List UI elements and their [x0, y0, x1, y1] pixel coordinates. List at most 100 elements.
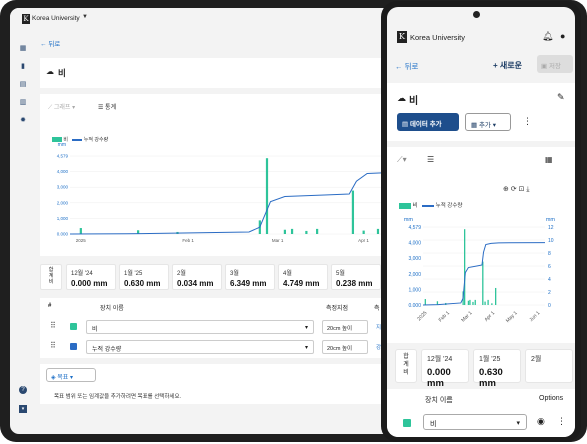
- device-select[interactable]: 누적 강수량 ▾: [86, 340, 314, 354]
- phone-x-tick: Feb 1: [438, 310, 451, 323]
- phone-stat-month: 2월: [531, 356, 542, 363]
- top-bar: K Korea University ▼: [10, 8, 440, 30]
- add-data-label: 데이터 추가: [409, 121, 442, 128]
- phone-x-tick: Jun 1: [528, 310, 541, 323]
- camera-dot: [473, 11, 480, 18]
- phone-bar-mark: [467, 300, 470, 305]
- drag-handle-icon[interactable]: ⠿: [50, 321, 56, 330]
- document-icon[interactable]: ▤: [19, 81, 27, 88]
- phone-device-select-value: 비: [430, 421, 437, 428]
- device-select-value: 비: [92, 327, 98, 333]
- dashboard-icon[interactable]: ▦: [19, 45, 27, 52]
- save-button[interactable]: ▣ 저장: [537, 55, 573, 73]
- bar-mark: [305, 230, 308, 234]
- chart-legend: 비 누적 강수량: [52, 136, 108, 143]
- graph-label: 그래프: [53, 105, 71, 111]
- phone-frame: K Korea University 🔔︎ ● ← 뒤로 + 새로운 ▣ 저장 …: [381, 1, 581, 442]
- sidebar: ▦ ▮ ▤ ▥ ✹ ? ▾: [10, 30, 36, 434]
- visibility-eye-icon[interactable]: ◉: [537, 416, 545, 426]
- goal-dropdown[interactable]: ◈ 목표 ▾: [46, 368, 96, 382]
- bar-chart-icon[interactable]: ▮: [21, 63, 25, 70]
- save-icon: ▣: [541, 63, 549, 70]
- phone-bar-mark: [469, 299, 471, 305]
- phone-back-link[interactable]: ← 뒤로: [395, 61, 418, 72]
- row-color-swatch[interactable]: [70, 323, 77, 330]
- goal-label: 목표: [57, 375, 69, 381]
- phone-bar-mark: [482, 261, 484, 305]
- table-row: ⠿누적 강수량▾20cm 높이강수: [40, 338, 440, 356]
- phone-chart-legend: 비 누적 강수량: [399, 201, 463, 209]
- chart-tool-icons[interactable]: ⊕ ⟳ ⊡ ⤓: [503, 186, 530, 193]
- phone-stat-card-1: 1월 '25 0.630 mm: [473, 349, 521, 389]
- calendar-icon[interactable]: ▦: [545, 155, 553, 164]
- phone-legend-label-bar: 비: [412, 203, 418, 209]
- phone-legend-label-line: 누적 강수량: [435, 203, 463, 209]
- bar-mark: [376, 228, 380, 234]
- drag-handle-icon[interactable]: ⠿: [50, 341, 56, 350]
- phone-sliders-icon[interactable]: ☰: [427, 155, 435, 164]
- row-color-swatch[interactable]: [70, 343, 77, 350]
- add-data-button[interactable]: ▤ 데이터 추가: [397, 113, 459, 131]
- phone-table-header-options: Options: [539, 395, 564, 402]
- measure-value: 지: [376, 325, 382, 331]
- phone-legend-swatch-line: [422, 204, 435, 207]
- back-link[interactable]: ← 뒤로: [40, 38, 60, 48]
- point-input[interactable]: 20cm 높이: [322, 340, 368, 354]
- x-tick-label: Feb 1: [182, 238, 194, 243]
- bar-mark: [79, 228, 82, 234]
- back-label: 뒤로: [48, 41, 61, 48]
- select-caret-icon: ▾: [304, 345, 308, 351]
- y-tick-label: 0.000: [57, 232, 69, 237]
- phone-y-right-tick: 0: [548, 303, 551, 309]
- phone-y-right-tick: 2: [548, 290, 551, 296]
- bar-mark: [283, 229, 286, 234]
- phone-y-right-tick: 10: [548, 238, 554, 244]
- point-input[interactable]: 20cm 높이: [322, 320, 368, 334]
- chart-card: ⟋ 그래프 ▾ ☰ 통계 비 누적 강수량 mm 4,579 4,000 3,000 2…: [40, 94, 440, 256]
- stats-button[interactable]: ☰ 통계: [98, 102, 116, 111]
- app-switcher-chevron-down-icon[interactable]: ▼: [82, 14, 88, 20]
- stat-card-1: 1월 '25 0.630 mm: [119, 264, 169, 290]
- phone-rainfall-chart: mm mm 4,579 4,000 3,000 2,000 1,000 0.000 12 10 8 6…: [404, 217, 556, 324]
- phone-bar-mark: [495, 287, 497, 305]
- phone-graph-type-icon[interactable]: ⟋▾: [397, 155, 407, 164]
- phone-stat-month: 1월 '25: [479, 356, 501, 363]
- tablet-screen: K Korea University ▼ ▦ ▮ ▤ ▥ ✹ ? ▾ ← 뒤로 …: [10, 8, 440, 434]
- arrow-left-icon: ←: [40, 41, 49, 48]
- phone-row-color-swatch: [403, 419, 411, 427]
- stat-month: 2월: [177, 271, 186, 277]
- report-icon[interactable]: ▥: [19, 99, 27, 106]
- more-vert-icon[interactable]: ⋮: [523, 116, 532, 126]
- phone-stat-card-0: 12월 '24 0.000 mm: [421, 349, 469, 389]
- new-button[interactable]: + 새로운: [493, 60, 522, 71]
- help-icon[interactable]: ?: [19, 386, 27, 394]
- add-dropdown[interactable]: ▦ 추가 ▾: [465, 113, 511, 131]
- phone-bar-mark: [472, 301, 474, 305]
- y-tick-label: 4,579: [57, 154, 69, 159]
- edit-pencil-icon[interactable]: ✎: [557, 92, 565, 102]
- stats-row: 합계비 12월 '24 0.000 mm 1월 '25 0.630 mm 2월 0.034…: [40, 264, 440, 292]
- phone-bar-mark: [424, 299, 426, 305]
- collapse-sidebar-icon[interactable]: ▾: [19, 405, 27, 413]
- table-header-measure: 측: [374, 306, 380, 312]
- phone-y-left-tick: 0.000: [408, 303, 421, 309]
- user-icon[interactable]: ●: [560, 31, 566, 41]
- stat-month: 5월: [336, 271, 345, 277]
- phone-stat-card-2: 2월: [525, 349, 573, 383]
- device-select-value: 누적 강수량: [92, 347, 122, 353]
- bell-icon[interactable]: 🔔︎: [542, 31, 554, 41]
- phone-y-left-tick: 1,000: [408, 287, 421, 293]
- stat-value: 0.000 mm: [71, 279, 108, 288]
- phone-y-left-tick: 2,000: [408, 272, 421, 278]
- bar-mark: [137, 230, 140, 234]
- graph-type-selector[interactable]: ⟋ 그래프 ▾: [48, 105, 76, 111]
- device-select[interactable]: 비 ▾: [86, 320, 314, 334]
- phone-chart-card: ⟋▾ ☰ ▦ ⊕ ⟳ ⊡ ⤓ 비 누적 강수량 mm mm 4,579 4,000 3,…: [387, 147, 575, 343]
- phone-device-select[interactable]: 비 ▾: [423, 414, 527, 430]
- phone-screen: K Korea University 🔔︎ ● ← 뒤로 + 새로운 ▣ 저장 …: [387, 7, 575, 437]
- stat-value: 0.034 mm: [177, 279, 214, 288]
- phone-row-more-icon[interactable]: ⋮: [557, 416, 566, 426]
- settings-gear-icon[interactable]: ✹: [20, 117, 26, 124]
- phone-cloud-icon: ☁: [397, 93, 406, 103]
- rainfall-chart: mm 4,579 4,000 3,000 2,000 1,000 0.000 2025 Feb …: [57, 142, 429, 243]
